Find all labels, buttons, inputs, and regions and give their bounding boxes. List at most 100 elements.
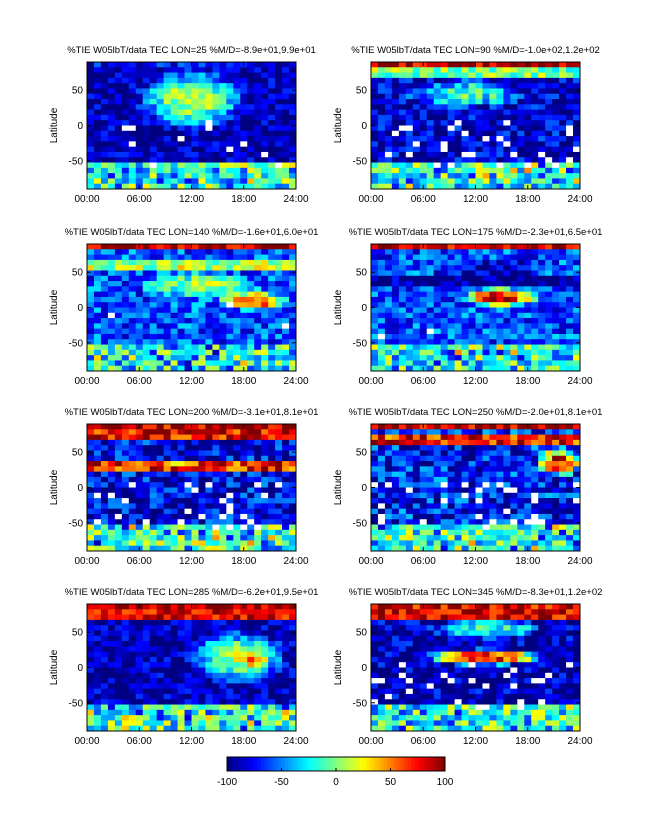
heatmap-cell [149,162,158,169]
heatmap-cell [433,529,442,536]
heatmap-cell [531,130,539,137]
heatmap-cell [212,476,220,483]
heatmap-cell [163,259,171,266]
heatmap-cell [170,291,178,298]
heatmap-cell [177,535,185,541]
heatmap-cell [538,487,546,494]
heatmap-cell [377,461,386,467]
heatmap-cell [282,508,290,515]
heatmap-cell [282,482,290,488]
heatmap-cell [538,259,546,266]
heatmap-cell [226,614,234,621]
heatmap-cell [128,683,137,690]
heatmap-cell [191,519,199,525]
heatmap-cell [559,466,567,473]
heatmap-cell [198,114,206,121]
heatmap-cell [212,83,220,89]
heatmap-cell [440,109,449,116]
heatmap-cell [482,455,490,462]
heatmap-cell [87,455,95,462]
heatmap-cell [114,318,123,324]
heatmap-cell [566,162,574,169]
heatmap-cell [545,455,553,462]
heatmap-cell [503,439,511,446]
heatmap-cell [545,365,553,372]
heatmap-cell [412,281,421,287]
heatmap-cell [233,635,241,642]
heatmap-cell [149,62,158,68]
heatmap-cell [475,312,483,319]
heatmap-cell [149,270,158,277]
heatmap-cell [163,130,171,137]
heatmap-cell [247,672,255,679]
heatmap-cell [538,519,546,525]
heatmap-cell [198,88,206,95]
heatmap-cell [503,83,511,89]
heatmap-cell [128,104,137,111]
heatmap-cell [212,328,220,335]
heatmap-cell [261,535,269,541]
heatmap-cell [545,254,553,261]
heatmap-cell [184,62,192,68]
heatmap-cell [391,157,400,163]
heatmap-cell [107,461,116,467]
heatmap-cell [282,146,290,153]
heatmap-cell [128,296,137,303]
heatmap-cell [240,114,248,121]
heatmap-cell [107,318,116,324]
heatmap-cell [482,120,490,126]
heatmap-cell [121,461,130,467]
heatmap-cell [212,492,220,499]
heatmap-cell [566,307,574,314]
heatmap-cell [468,503,476,510]
heatmap-cell [531,434,539,441]
heatmap-cell [468,162,476,169]
heatmap-cell [121,630,130,637]
heatmap-cell [93,244,102,250]
heatmap-cell [142,461,151,467]
heatmap-cell [191,471,199,478]
heatmap-cell [573,178,581,185]
heatmap-cell [419,503,428,510]
heatmap-cell [482,529,490,536]
heatmap-cell [156,104,165,111]
heatmap-cell [545,339,553,345]
heatmap-cell [114,529,123,536]
heatmap-cell [538,466,546,473]
heatmap-cell [198,619,206,626]
heatmap-cell [398,130,407,137]
heatmap-cell [233,540,241,547]
heatmap-cell [503,157,511,163]
heatmap-cell [184,513,192,520]
heatmap-cell [377,508,386,515]
heatmap-cell [559,249,567,255]
heatmap-cell [531,72,539,79]
heatmap-cell [261,683,269,690]
heatmap-cell [405,424,414,430]
heatmap-cell [391,349,400,356]
heatmap-cell [482,125,490,132]
heatmap-cell [128,344,137,351]
heatmap-cell [87,641,95,647]
heatmap-cell [573,318,581,324]
heatmap-cell [405,312,414,319]
heatmap-cell [240,508,248,515]
heatmap-cell [247,482,255,488]
heatmap-cell [107,662,116,668]
heatmap-cell [275,281,283,287]
heatmap-cell [454,77,462,84]
heatmap-cell [254,656,262,663]
heatmap-cell [412,93,421,100]
heatmap-cell [419,529,428,536]
heatmap-cell [524,83,532,89]
heatmap-cell [100,466,109,473]
heatmap-cell [226,307,234,314]
heatmap-cell [559,328,567,335]
heatmap-cell [538,104,546,111]
heatmap-cell [489,259,497,266]
heatmap-cell [566,312,574,319]
heatmap-cell [219,67,227,73]
heatmap-cell [191,291,199,298]
heatmap-cell [142,688,151,695]
heatmap-cell [391,328,400,335]
